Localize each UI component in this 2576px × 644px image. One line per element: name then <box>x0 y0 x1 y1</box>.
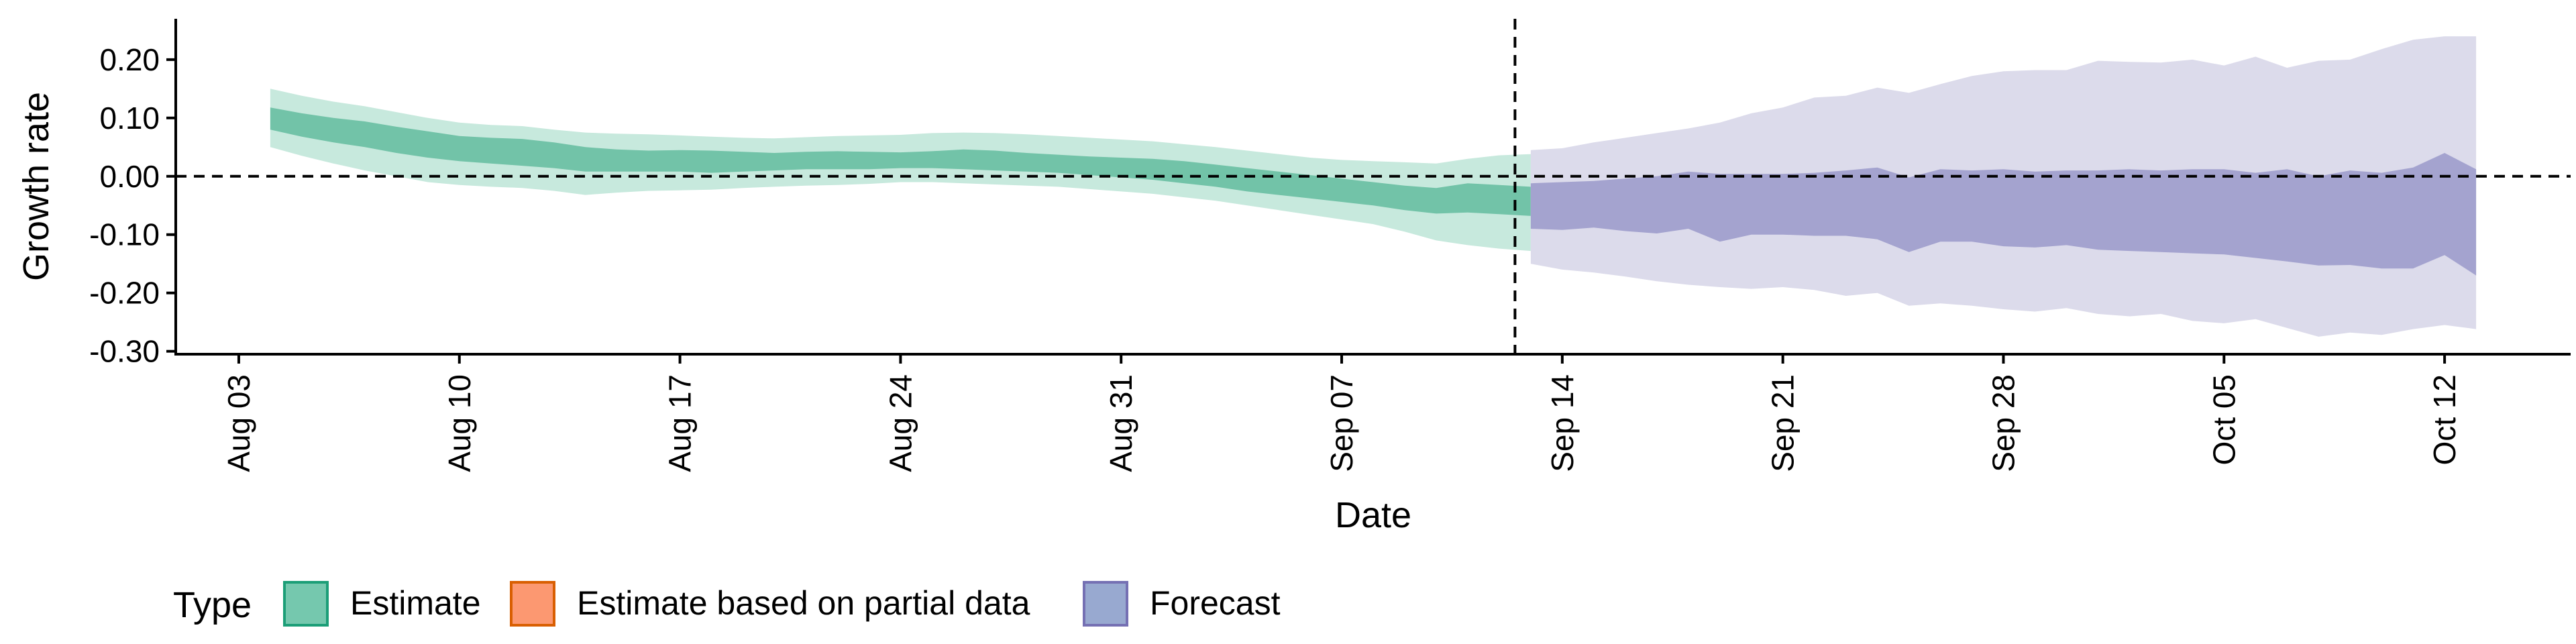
legend-label-estimate-based-on-partial-data: Estimate based on partial data <box>577 584 1030 622</box>
x-tick-label: Aug 10 <box>442 374 477 472</box>
forecast-inner-band <box>1530 153 2477 276</box>
axes-layer: 0.20 0.10 0.00 -0.10 -0.20 -0.30 Aug 03 Aug 10 A… <box>16 19 2571 535</box>
x-tick-label: Sep 14 <box>1545 374 1580 472</box>
y-tick-label: 0.00 <box>99 159 160 194</box>
x-tick-label: Aug 24 <box>883 374 918 472</box>
x-tick-label: Sep 07 <box>1324 374 1359 472</box>
estimate-inner-band <box>270 107 1531 216</box>
y-tick-label: 0.10 <box>99 101 160 136</box>
reference-lines <box>176 19 2571 354</box>
x-tick-label: Aug 17 <box>663 374 698 472</box>
y-tick-label: -0.20 <box>89 276 160 311</box>
x-tick-label: Aug 03 <box>221 374 256 472</box>
y-tick-label: -0.30 <box>89 334 160 369</box>
legend-swatch-forecast <box>1083 581 1128 627</box>
y-axis-title: Growth rate <box>16 92 56 281</box>
y-tick-label: 0.20 <box>99 42 160 77</box>
legend-swatch-estimate <box>283 581 329 627</box>
x-tick-label: Oct 12 <box>2427 374 2462 466</box>
x-tick-label: Sep 21 <box>1766 374 1801 472</box>
legend-label-estimate: Estimate <box>350 584 481 622</box>
x-tick-label: Sep 28 <box>1986 374 2021 472</box>
legend-title: Type <box>173 585 252 625</box>
legend: Type Estimate Estimate based on partial da… <box>173 581 1281 627</box>
legend-swatch-estimate-based-on-partial-data <box>510 581 555 627</box>
x-axis-title: Date <box>1335 495 1411 535</box>
legend-label-forecast: Forecast <box>1150 584 1281 622</box>
y-tick-label: -0.10 <box>89 217 160 252</box>
estimate-outer-band <box>270 89 1531 252</box>
x-tick-label: Aug 31 <box>1104 374 1138 472</box>
x-tick-label: Oct 05 <box>2206 374 2241 466</box>
band-layer <box>270 36 2477 337</box>
